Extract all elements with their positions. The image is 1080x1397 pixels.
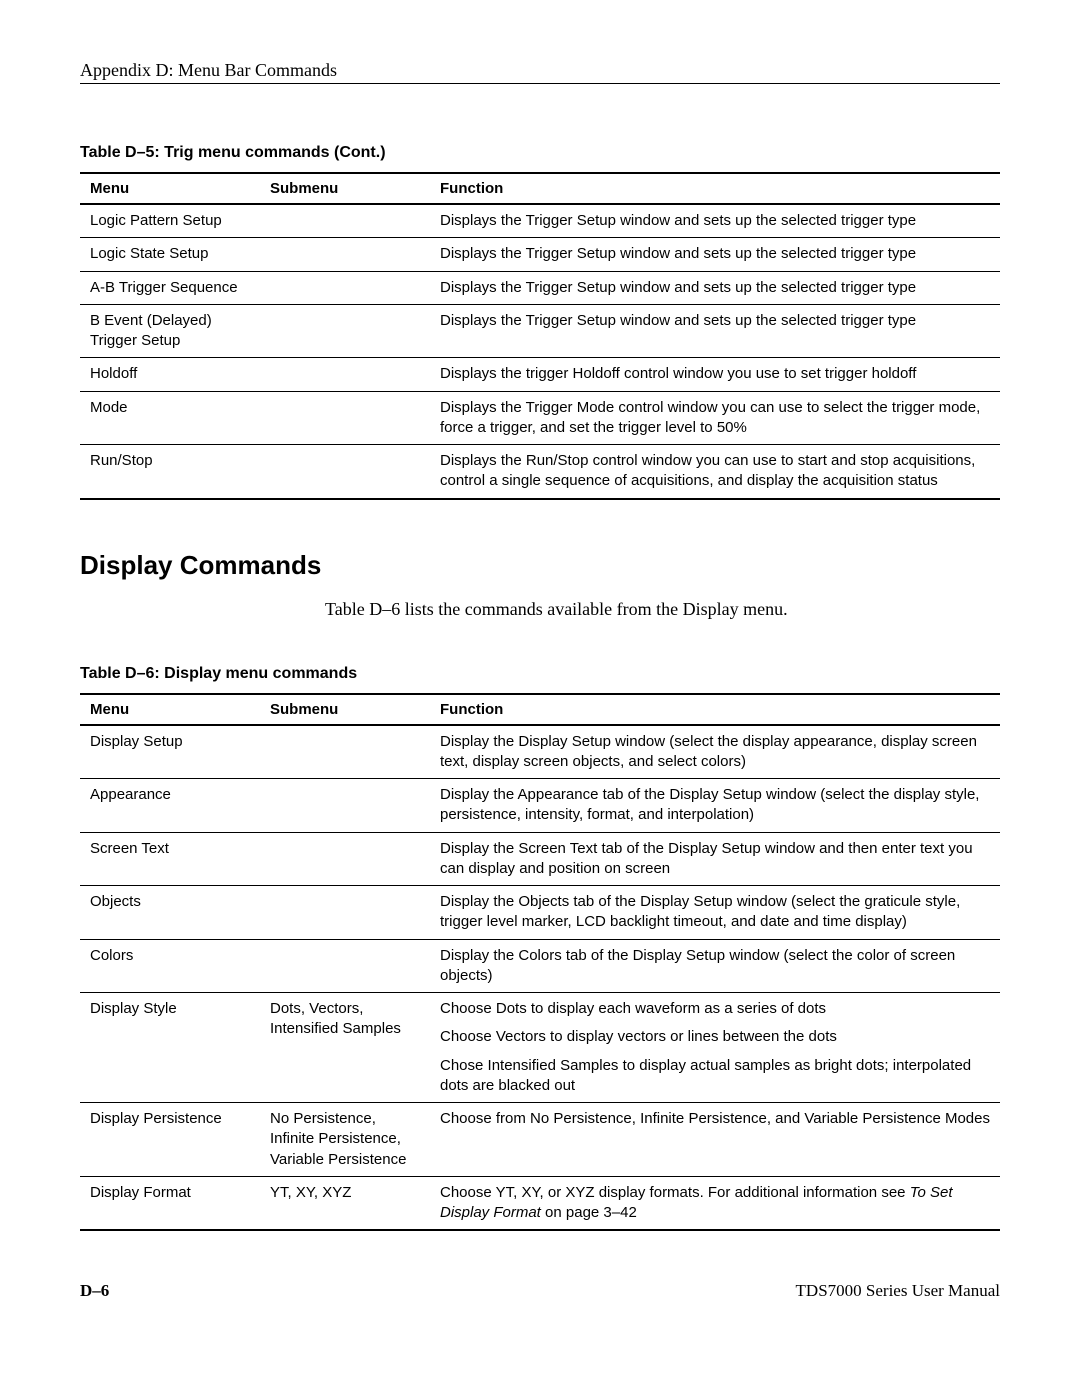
table-row: Display PersistenceNo Persistence, Infin… xyxy=(80,1103,1000,1177)
cell-submenu xyxy=(260,445,430,499)
cell-submenu xyxy=(260,271,430,304)
table-d6-header-submenu: Submenu xyxy=(260,694,430,725)
table-d6: Menu Submenu Function Display SetupDispl… xyxy=(80,693,1000,1232)
table-d5-header-submenu: Submenu xyxy=(260,173,430,204)
cell-function: Displays the Trigger Setup window and se… xyxy=(430,238,1000,271)
section-intro: Table D–6 lists the commands available f… xyxy=(325,599,1000,620)
section-heading: Display Commands xyxy=(80,550,1000,581)
table-row: Objects Display the Objects tab of the Di… xyxy=(80,886,1000,940)
table-row: A-B Trigger Sequence Displays the Trigger… xyxy=(80,271,1000,304)
table-row: Colors Display the Colors tab of the Disp… xyxy=(80,939,1000,993)
cell-function: Displays the Trigger Setup window and se… xyxy=(430,204,1000,238)
table-row: Run/Stop Displays the Run/Stop control wi… xyxy=(80,445,1000,499)
cell-submenu: YT, XY, XYZ xyxy=(260,1176,430,1230)
table-d6-header-function: Function xyxy=(430,694,1000,725)
cell-function: Displays the Trigger Setup window and se… xyxy=(430,271,1000,304)
table-d6-caption: Table D–6: Display menu commands xyxy=(80,665,1000,683)
table-row: Screen Text Display the Screen Text tab o… xyxy=(80,832,1000,886)
cell-function: Display the Colors tab of the Display Se… xyxy=(430,939,1000,993)
cell-function: Display the Objects tab of the Display S… xyxy=(430,886,1000,940)
table-row: Display StyleDots, Vectors, Intensified … xyxy=(80,993,1000,1103)
table-row: Mode Displays the Trigger Mode control wi… xyxy=(80,391,1000,445)
page-header: Appendix D: Menu Bar Commands xyxy=(80,60,1000,84)
table-row: B Event (Delayed) Trigger Setup Displays … xyxy=(80,304,1000,358)
cell-function: Displays the Trigger Setup window and se… xyxy=(430,304,1000,358)
table-row: Display Setup Display the Display Setup w… xyxy=(80,725,1000,779)
table-d5-header-function: Function xyxy=(430,173,1000,204)
table-row: Holdoff Displays the trigger Holdoff cont… xyxy=(80,358,1000,391)
cell-function: Displays the trigger Holdoff control win… xyxy=(430,358,1000,391)
cell-menu: Run/Stop xyxy=(80,445,260,499)
page-number: D–6 xyxy=(80,1281,109,1301)
table-d5: Menu Submenu Function Logic Pattern Setu… xyxy=(80,172,1000,500)
cell-function: Displays the Run/Stop control window you… xyxy=(430,445,1000,499)
manual-title: TDS7000 Series User Manual xyxy=(796,1281,1000,1301)
cell-menu: A-B Trigger Sequence xyxy=(80,271,260,304)
table-d5-header-menu: Menu xyxy=(80,173,260,204)
table-row: Appearance Display the Appearance tab of … xyxy=(80,779,1000,833)
cell-submenu: No Persistence, Infinite Persistence, Va… xyxy=(260,1103,430,1177)
table-d6-header-menu: Menu xyxy=(80,694,260,725)
cell-menu: Display Persistence xyxy=(80,1103,260,1177)
cell-menu: Display Format xyxy=(80,1176,260,1230)
page-footer: D–6 TDS7000 Series User Manual xyxy=(80,1281,1000,1301)
cell-function: Displays the Trigger Mode control window… xyxy=(430,391,1000,445)
cell-submenu xyxy=(260,779,430,833)
cell-submenu: Dots, Vectors, Intensified Samples xyxy=(260,993,430,1103)
cell-submenu xyxy=(260,886,430,940)
cell-menu: Logic Pattern Setup xyxy=(80,204,260,238)
cell-menu: Display Setup xyxy=(80,725,260,779)
table-row: Display FormatYT, XY, XYZChoose YT, XY, … xyxy=(80,1176,1000,1230)
cell-menu: B Event (Delayed) Trigger Setup xyxy=(80,304,260,358)
cell-function: Display the Display Setup window (select… xyxy=(430,725,1000,779)
cell-submenu xyxy=(260,238,430,271)
cell-submenu xyxy=(260,304,430,358)
cell-submenu xyxy=(260,204,430,238)
table-d5-caption: Table D–5: Trig menu commands (Cont.) xyxy=(80,144,1000,162)
cell-submenu xyxy=(260,391,430,445)
cell-function: Choose YT, XY, or XYZ display formats. F… xyxy=(430,1176,1000,1230)
cell-menu: Screen Text xyxy=(80,832,260,886)
cell-function: Display the Appearance tab of the Displa… xyxy=(430,779,1000,833)
cell-menu: Objects xyxy=(80,886,260,940)
cell-submenu xyxy=(260,358,430,391)
cell-submenu xyxy=(260,725,430,779)
cell-menu: Display Style xyxy=(80,993,260,1103)
cell-menu: Colors xyxy=(80,939,260,993)
cell-function: Choose Dots to display each waveform as … xyxy=(430,993,1000,1103)
cell-submenu xyxy=(260,939,430,993)
table-row: Logic Pattern Setup Displays the Trigger … xyxy=(80,204,1000,238)
cell-function: Display the Screen Text tab of the Displ… xyxy=(430,832,1000,886)
cell-submenu xyxy=(260,832,430,886)
table-row: Logic State Setup Displays the Trigger Se… xyxy=(80,238,1000,271)
cell-menu: Mode xyxy=(80,391,260,445)
cell-menu: Logic State Setup xyxy=(80,238,260,271)
cell-menu: Appearance xyxy=(80,779,260,833)
cell-function: Choose from No Persistence, Infinite Per… xyxy=(430,1103,1000,1177)
cell-menu: Holdoff xyxy=(80,358,260,391)
